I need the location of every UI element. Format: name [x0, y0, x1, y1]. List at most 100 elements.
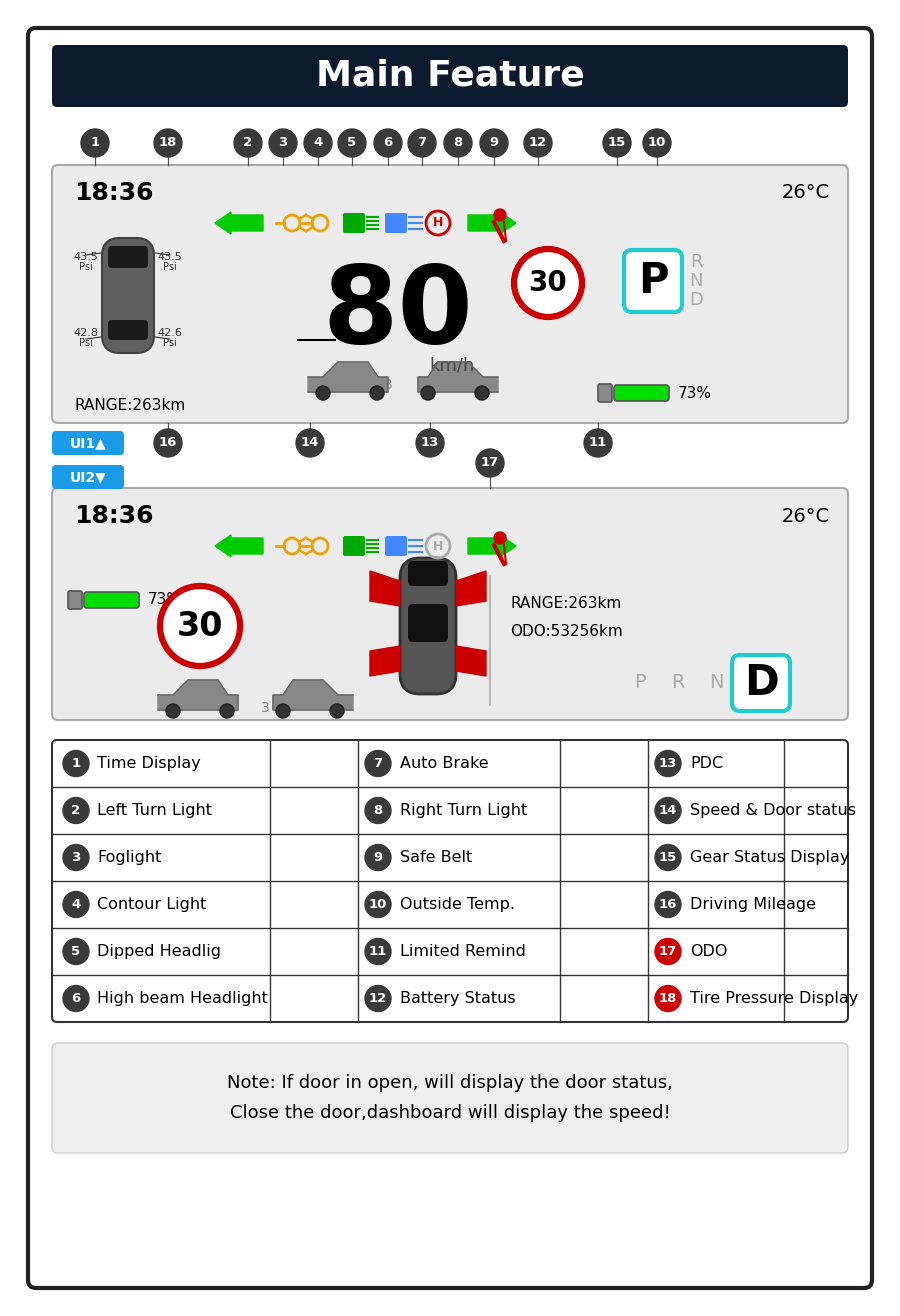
Circle shape — [154, 429, 182, 457]
Polygon shape — [158, 680, 238, 711]
Circle shape — [276, 704, 290, 719]
FancyBboxPatch shape — [28, 28, 872, 1288]
Circle shape — [494, 532, 506, 544]
Text: 3: 3 — [383, 378, 392, 392]
Text: ODO:53256km: ODO:53256km — [510, 624, 623, 638]
Text: 43.5: 43.5 — [158, 251, 183, 262]
Text: Driving Mileage: Driving Mileage — [690, 898, 816, 912]
Circle shape — [63, 891, 89, 917]
Text: Dipped Headlig: Dipped Headlig — [97, 944, 221, 959]
Text: N: N — [689, 272, 703, 290]
Circle shape — [514, 249, 582, 317]
Text: 7: 7 — [374, 757, 382, 770]
Circle shape — [584, 429, 612, 457]
Polygon shape — [418, 362, 498, 392]
Circle shape — [365, 797, 391, 824]
FancyBboxPatch shape — [68, 591, 82, 609]
Text: 43.5: 43.5 — [74, 251, 98, 262]
Text: Auto Brake: Auto Brake — [400, 755, 489, 771]
Text: Note: If door in open, will display the door status,
Close the door,dashboard wi: Note: If door in open, will display the … — [227, 1074, 673, 1123]
FancyBboxPatch shape — [408, 604, 448, 642]
Text: 13: 13 — [421, 437, 439, 450]
Text: 73%: 73% — [678, 386, 712, 400]
Text: PDC: PDC — [690, 755, 723, 771]
Text: 10: 10 — [648, 137, 666, 150]
Text: 5: 5 — [347, 137, 356, 150]
Text: 4: 4 — [313, 137, 322, 150]
FancyBboxPatch shape — [52, 45, 848, 107]
FancyBboxPatch shape — [102, 238, 154, 353]
Circle shape — [330, 704, 344, 719]
Text: 8: 8 — [454, 137, 463, 150]
Circle shape — [494, 209, 506, 221]
Text: 1: 1 — [90, 137, 100, 150]
Text: Gear Status Display: Gear Status Display — [690, 850, 850, 865]
Text: 12: 12 — [369, 992, 387, 1005]
Text: 7: 7 — [418, 137, 427, 150]
Text: 13: 13 — [659, 757, 677, 770]
Text: 9: 9 — [490, 137, 499, 150]
Text: 17: 17 — [481, 457, 500, 470]
Polygon shape — [370, 571, 400, 605]
FancyBboxPatch shape — [598, 384, 612, 401]
Circle shape — [655, 845, 681, 870]
Text: Psi: Psi — [79, 338, 93, 347]
Text: 11: 11 — [589, 437, 608, 450]
FancyBboxPatch shape — [52, 465, 124, 490]
Text: Psi: Psi — [163, 338, 177, 347]
Circle shape — [316, 386, 330, 400]
FancyBboxPatch shape — [52, 740, 848, 1023]
Circle shape — [269, 129, 297, 157]
Text: Right Turn Light: Right Turn Light — [400, 803, 527, 819]
FancyBboxPatch shape — [52, 432, 124, 455]
Circle shape — [416, 429, 444, 457]
Circle shape — [365, 986, 391, 1012]
FancyBboxPatch shape — [385, 213, 407, 233]
Text: 15: 15 — [608, 137, 626, 150]
Text: Speed & Door status: Speed & Door status — [690, 803, 856, 819]
Circle shape — [166, 704, 180, 719]
Polygon shape — [456, 646, 486, 676]
Text: 17: 17 — [659, 945, 677, 958]
Text: R: R — [689, 253, 702, 271]
Circle shape — [304, 129, 332, 157]
Circle shape — [374, 129, 402, 157]
Text: 30: 30 — [176, 609, 223, 642]
Text: 14: 14 — [301, 437, 320, 450]
FancyBboxPatch shape — [108, 246, 148, 268]
Text: 42.8: 42.8 — [74, 328, 98, 338]
Circle shape — [63, 845, 89, 870]
Circle shape — [234, 129, 262, 157]
Circle shape — [476, 449, 504, 476]
Polygon shape — [273, 680, 353, 711]
Text: 18: 18 — [158, 137, 177, 150]
Text: 30: 30 — [528, 268, 567, 297]
FancyArrow shape — [468, 536, 516, 557]
Text: 18:36: 18:36 — [74, 182, 154, 205]
Text: UI2▼: UI2▼ — [69, 470, 106, 484]
Text: RANGE:263km: RANGE:263km — [74, 397, 185, 412]
Circle shape — [160, 586, 240, 666]
Circle shape — [444, 129, 472, 157]
Circle shape — [655, 750, 681, 776]
Text: P: P — [634, 674, 646, 692]
FancyArrow shape — [215, 536, 263, 557]
Circle shape — [63, 938, 89, 965]
Circle shape — [338, 129, 366, 157]
Circle shape — [408, 129, 436, 157]
FancyBboxPatch shape — [108, 320, 148, 340]
Circle shape — [475, 386, 489, 400]
Text: 6: 6 — [71, 992, 81, 1005]
Text: 4: 4 — [71, 898, 81, 911]
Text: 11: 11 — [369, 945, 387, 958]
Text: H: H — [433, 217, 443, 229]
Text: 18:36: 18:36 — [74, 504, 154, 528]
Circle shape — [524, 129, 552, 157]
Text: H: H — [433, 540, 443, 553]
Circle shape — [480, 129, 508, 157]
FancyBboxPatch shape — [52, 488, 848, 720]
FancyBboxPatch shape — [84, 592, 139, 608]
Polygon shape — [308, 362, 388, 392]
Circle shape — [63, 797, 89, 824]
FancyBboxPatch shape — [732, 655, 790, 711]
